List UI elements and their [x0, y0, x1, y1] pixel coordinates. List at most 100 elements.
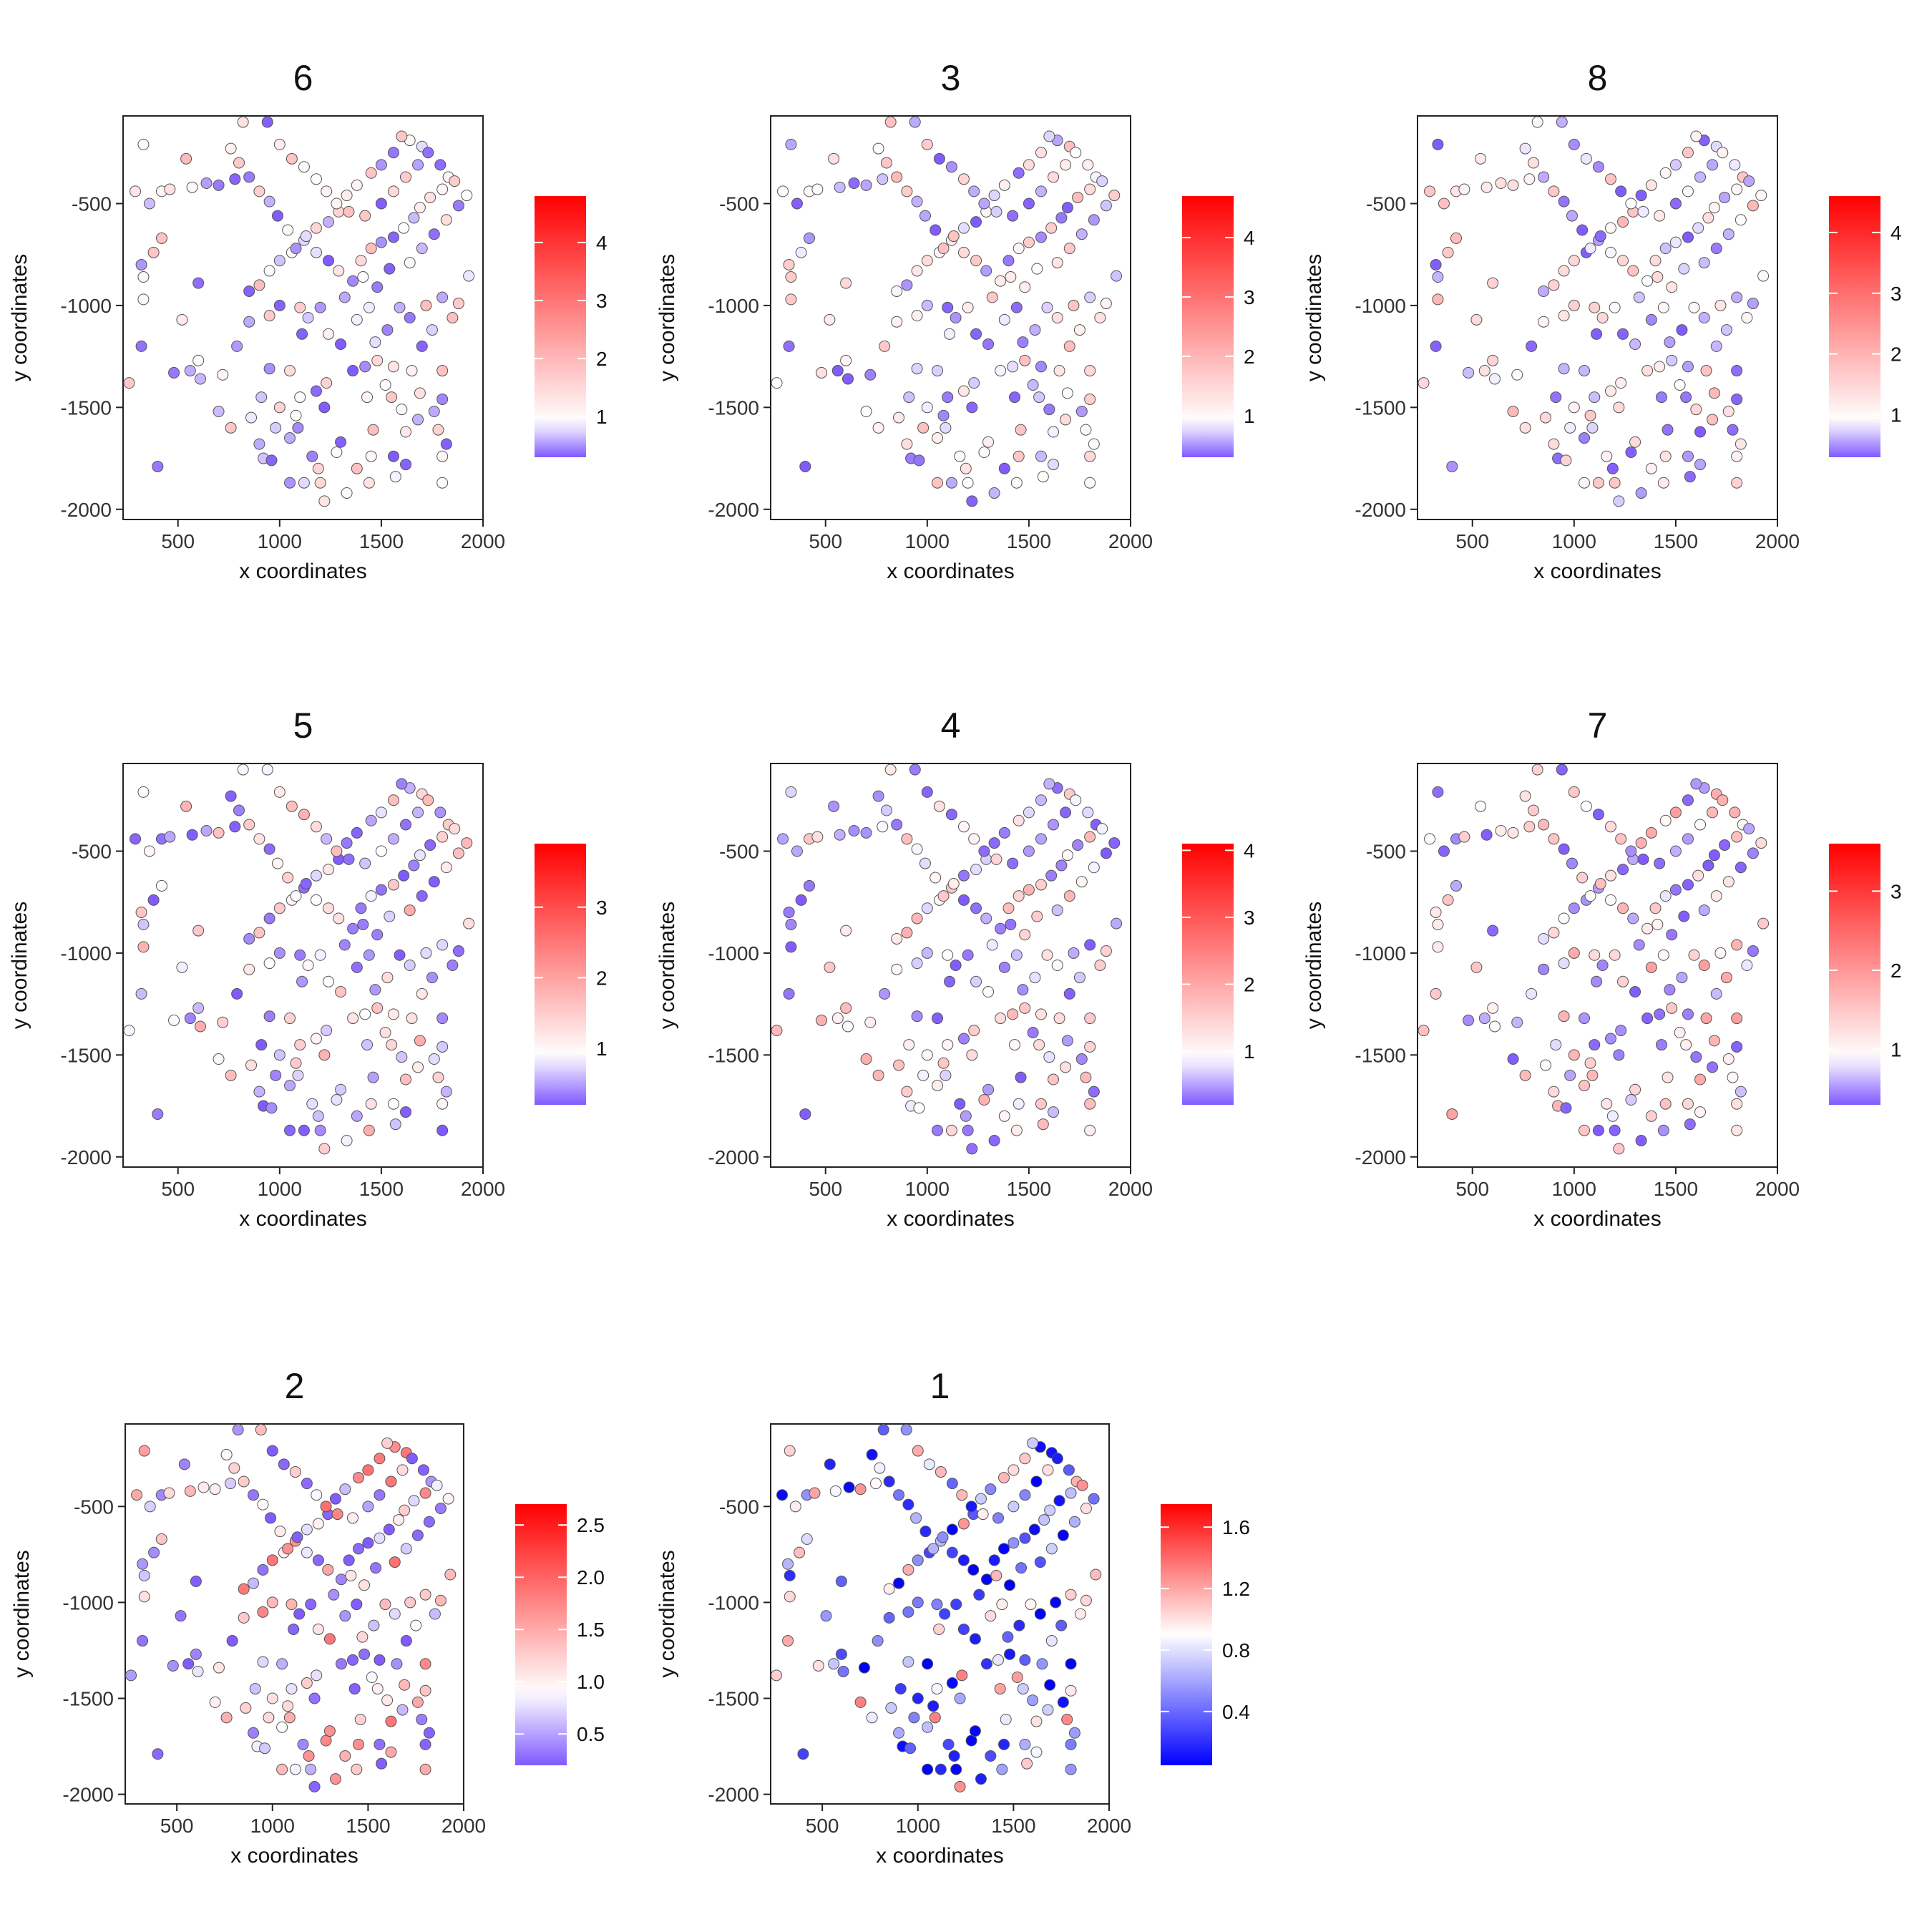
- data-point: [921, 255, 933, 267]
- y-tick-label: -2000: [708, 1146, 759, 1169]
- data-point: [1418, 1025, 1430, 1037]
- data-point: [902, 1606, 914, 1618]
- data-point: [1538, 171, 1550, 183]
- data-point: [978, 845, 990, 857]
- data-point: [1690, 778, 1702, 790]
- data-point: [436, 450, 449, 462]
- x-tick-label: 1500: [1007, 1178, 1051, 1200]
- data-point: [1625, 1094, 1637, 1106]
- data-point: [404, 1596, 416, 1609]
- data-point: [1680, 1039, 1692, 1051]
- data-point: [1527, 804, 1539, 816]
- data-point: [962, 1124, 974, 1136]
- data-point: [1657, 301, 1669, 313]
- data-point: [969, 1725, 981, 1737]
- y-tick-label: -1000: [60, 942, 112, 965]
- data-point: [998, 1472, 1010, 1484]
- data-point: [376, 1757, 388, 1770]
- colorbar-label: 0.4: [1222, 1701, 1250, 1723]
- data-point: [284, 432, 296, 444]
- data-point: [1068, 1727, 1080, 1739]
- data-point: [1084, 183, 1096, 195]
- data-point: [860, 179, 872, 191]
- data-point: [811, 831, 824, 843]
- data-point: [783, 258, 795, 270]
- data-point: [937, 409, 950, 421]
- data-point: [1550, 1039, 1562, 1051]
- data-point: [331, 447, 343, 458]
- data-point: [894, 1683, 907, 1695]
- data-point: [864, 1016, 877, 1028]
- data-point: [318, 1049, 331, 1061]
- x-tick-label: 2000: [461, 1178, 505, 1200]
- data-point: [893, 411, 905, 424]
- data-point: [362, 1464, 374, 1476]
- data-point: [426, 324, 438, 336]
- data-point: [394, 949, 406, 961]
- colorbar-label: 1: [596, 406, 608, 428]
- data-point: [231, 340, 243, 352]
- data-point: [138, 1445, 150, 1457]
- data-point: [1038, 1514, 1050, 1526]
- data-point: [968, 1025, 980, 1037]
- data-point: [1035, 833, 1047, 845]
- data-point: [323, 864, 335, 876]
- data-point: [940, 1069, 952, 1081]
- data-point: [263, 957, 275, 970]
- colorbar-label: 4: [1890, 222, 1902, 244]
- data-point: [975, 1493, 987, 1505]
- data-point: [939, 1608, 951, 1620]
- data-point: [416, 340, 428, 352]
- data-point: [1694, 1073, 1707, 1085]
- data-point: [777, 833, 789, 845]
- data-point: [1450, 232, 1462, 244]
- data-point: [957, 1554, 970, 1566]
- data-point: [1609, 301, 1621, 313]
- data-point: [294, 1039, 306, 1051]
- data-point: [1576, 872, 1589, 884]
- data-point: [902, 1656, 914, 1668]
- data-point: [954, 1098, 966, 1110]
- data-point: [1008, 1464, 1020, 1476]
- data-point: [945, 1124, 957, 1136]
- data-point: [335, 436, 347, 448]
- data-point: [233, 804, 245, 816]
- data-point: [990, 205, 1002, 218]
- data-point: [996, 1599, 1008, 1611]
- data-point: [341, 837, 353, 849]
- data-point: [294, 301, 306, 313]
- data-point: [957, 173, 970, 185]
- y-tick-label: -500: [74, 1496, 114, 1518]
- data-point: [1048, 1106, 1060, 1118]
- data-point: [396, 404, 408, 416]
- data-point: [1635, 837, 1647, 849]
- data-point: [970, 902, 982, 914]
- data-point: [919, 857, 931, 869]
- data-point: [248, 1489, 260, 1501]
- data-point: [1005, 919, 1017, 931]
- data-point: [1035, 231, 1047, 243]
- data-point: [969, 1633, 981, 1645]
- data-point: [1692, 222, 1704, 234]
- data-point: [414, 1035, 426, 1047]
- colorbar-label: 3: [1890, 880, 1902, 902]
- data-point: [884, 116, 897, 128]
- data-point: [1669, 884, 1682, 896]
- data-point: [298, 809, 310, 821]
- data-point: [1051, 960, 1063, 971]
- data-point: [396, 1051, 408, 1063]
- data-point: [1682, 147, 1694, 159]
- data-point: [389, 1608, 401, 1620]
- data-point: [998, 1543, 1010, 1555]
- data-point: [229, 173, 241, 185]
- data-point: [400, 1106, 412, 1118]
- data-point: [1719, 839, 1731, 851]
- data-point: [1019, 1532, 1031, 1544]
- data-point: [998, 462, 1010, 474]
- data-point: [291, 1531, 303, 1543]
- x-tick-label: 1000: [258, 1178, 302, 1200]
- data-point: [369, 336, 381, 348]
- data-point: [1446, 460, 1458, 472]
- data-point: [387, 361, 399, 373]
- data-point: [1013, 890, 1025, 902]
